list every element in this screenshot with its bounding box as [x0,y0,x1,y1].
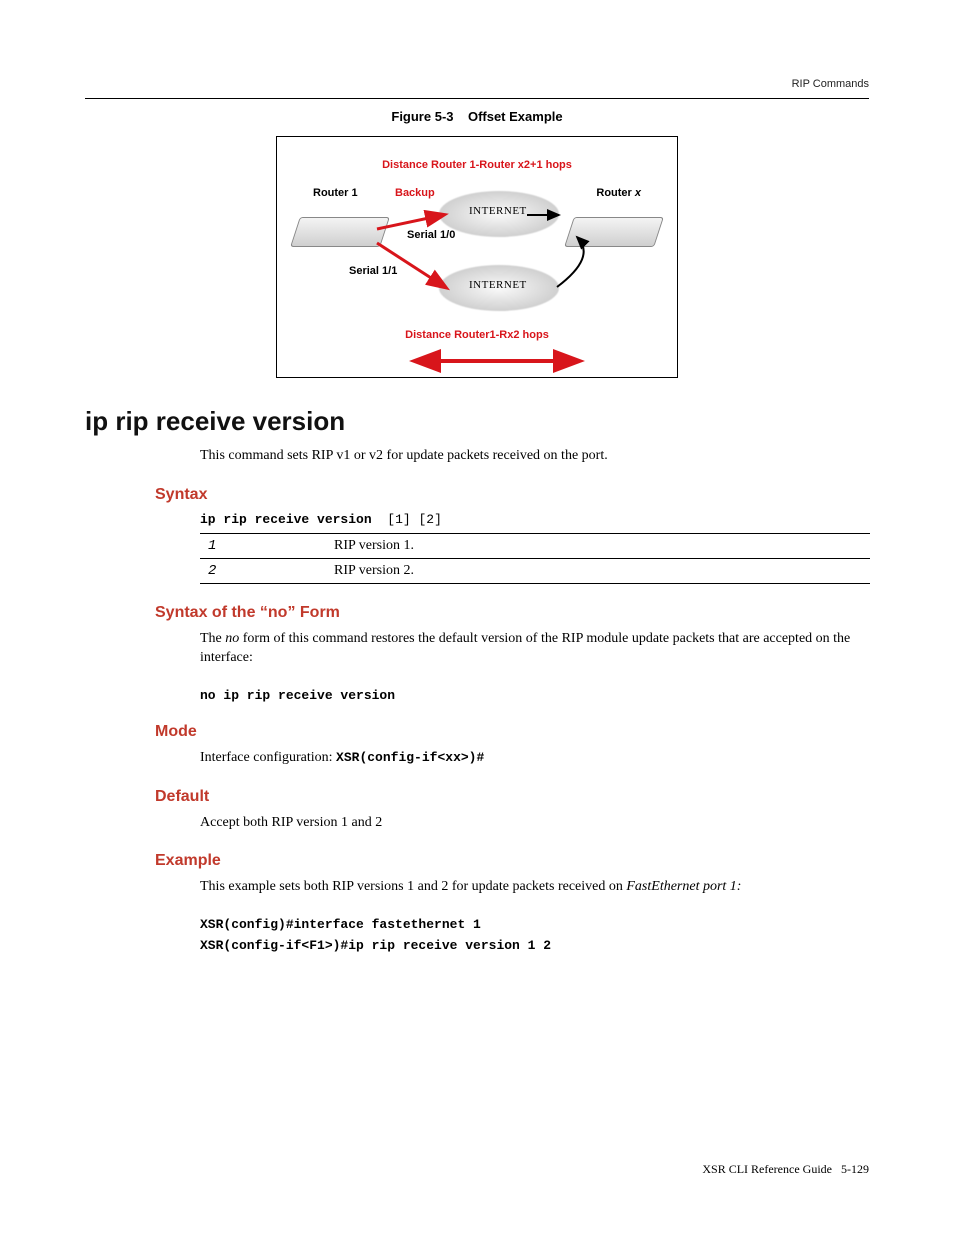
footer-guide: XSR CLI Reference Guide [702,1162,832,1176]
noform-text: The no form of this command restores the… [200,630,869,668]
figure-caption-title: Offset Example [468,109,563,124]
figure-caption: Figure 5-3 Offset Example [85,109,869,124]
example-text: This example sets both RIP versions 1 an… [200,878,869,897]
syntax-key-2: 2 [200,558,326,583]
example-ital: FastEthernet port 1: [626,879,741,894]
section-noform-heading: Syntax of the “no” Form [155,604,869,622]
example-code-1: XSR(config)#interface fastethernet 1 [200,917,869,932]
section-syntax-heading: Syntax [155,486,869,504]
figure-bottom-label: Distance Router1-Rx2 hops [277,329,677,341]
header-rule [85,98,869,99]
syntax-cmd-args: [1] [2] [379,512,441,527]
header-section-title: RIP Commands [792,78,869,90]
table-row: 2 RIP version 2. [200,558,870,583]
noform-ital: no [225,631,239,646]
syntax-command: ip rip receive version [1] [2] [200,512,869,527]
mode-code: XSR(config-if<xx>)# [336,750,484,765]
syntax-cmd-text: ip rip receive version [200,512,372,527]
example-pre: This example sets both RIP versions 1 an… [200,879,626,894]
syntax-desc-1: RIP version 1. [326,533,870,558]
page: RIP Commands Figure 5-3 Offset Example D… [0,0,954,1235]
figure-diagram: Distance Router 1-Router x2+1 hops Route… [276,136,678,378]
syntax-key-1: 1 [200,533,326,558]
syntax-cmd-args-text: [1] [2] [387,512,442,527]
command-title: ip rip receive version [85,406,869,437]
table-row: 1 RIP version 1. [200,533,870,558]
default-text: Accept both RIP version 1 and 2 [200,814,869,833]
syntax-table: 1 RIP version 1. 2 RIP version 2. [200,533,870,584]
figure-arrows [277,137,677,377]
section-default-heading: Default [155,788,869,806]
figure-caption-prefix: Figure 5-3 [391,109,453,124]
noform-pre: The [200,631,225,646]
example-code-2: XSR(config-if<F1>)#ip rip receive versio… [200,938,869,953]
intro-text: This command sets RIP v1 or v2 for updat… [200,447,869,466]
section-example-heading: Example [155,852,869,870]
page-footer: XSR CLI Reference Guide 5-129 [702,1162,869,1177]
mode-pre: Interface configuration: [200,750,336,765]
section-mode-heading: Mode [155,723,869,741]
mode-text: Interface configuration: XSR(config-if<x… [200,749,869,768]
syntax-desc-2: RIP version 2. [326,558,870,583]
footer-page: 5-129 [841,1162,869,1176]
noform-code: no ip rip receive version [200,688,869,703]
noform-post: form of this command restores the defaul… [200,631,850,665]
